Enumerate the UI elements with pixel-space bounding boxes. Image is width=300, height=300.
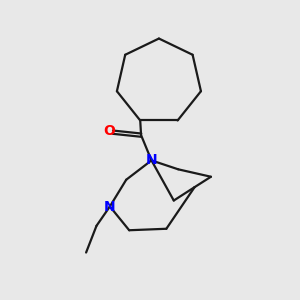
Text: N: N [146,153,157,167]
Text: O: O [103,124,115,138]
Text: N: N [104,200,116,214]
